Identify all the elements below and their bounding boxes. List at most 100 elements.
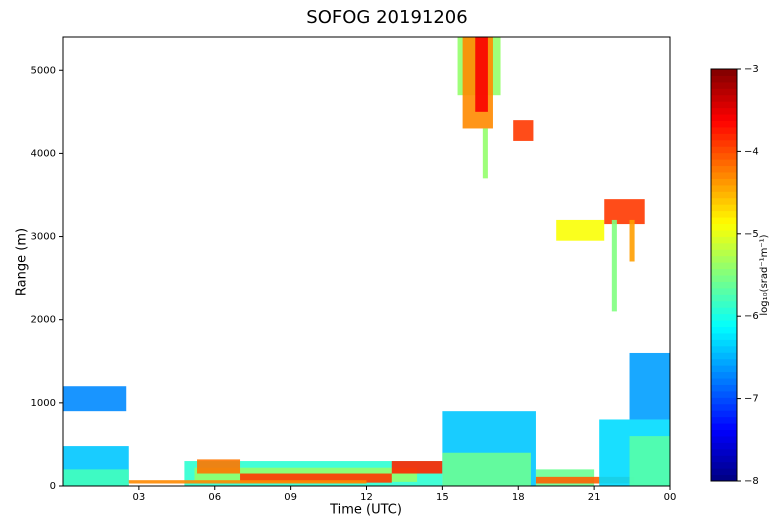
colorbar-step xyxy=(711,455,737,462)
chart: SOFOG 20191206 Time (UTC) Range (m) log₁… xyxy=(0,0,769,516)
colorbar-step xyxy=(711,82,737,89)
x-tick-label: 00 xyxy=(664,492,677,503)
heatmap-cell xyxy=(392,461,443,473)
colorbar-step xyxy=(711,423,737,430)
colorbar-label: log₁₀(srad⁻¹m⁻¹) xyxy=(759,234,769,315)
colorbar-tick-label: −7 xyxy=(744,394,759,405)
colorbar-step xyxy=(711,121,737,128)
colorbar-step xyxy=(711,140,737,147)
colorbar-step xyxy=(711,108,737,115)
colorbar-step xyxy=(711,339,737,346)
colorbar-step xyxy=(711,436,737,443)
x-tick-label: 03 xyxy=(133,492,146,503)
heatmap-cell xyxy=(513,120,533,141)
colorbar-step xyxy=(711,365,737,372)
colorbar-step xyxy=(711,269,737,276)
y-tick-label: 5000 xyxy=(31,65,56,76)
colorbar-step xyxy=(711,69,737,76)
colorbar-step xyxy=(711,153,737,160)
colorbar-step xyxy=(711,417,737,424)
colorbar-step xyxy=(711,127,737,134)
colorbar-step xyxy=(711,75,737,82)
heatmap-cell xyxy=(630,436,670,486)
colorbar-step xyxy=(711,172,737,179)
heatmap-cell xyxy=(483,128,488,178)
heatmap-cell xyxy=(197,459,240,473)
colorbar-step xyxy=(711,346,737,353)
heatmap-cell xyxy=(630,353,670,420)
colorbar-step xyxy=(711,468,737,475)
colorbar-step xyxy=(711,378,737,385)
colorbar-step xyxy=(711,442,737,449)
colorbar-tick-label: −8 xyxy=(744,476,759,487)
colorbar-step xyxy=(711,475,737,482)
heatmap-cell xyxy=(612,220,617,311)
heatmap-cell xyxy=(556,220,604,241)
y-tick-label: 3000 xyxy=(31,232,56,243)
colorbar-step xyxy=(711,352,737,359)
colorbar-step xyxy=(711,449,737,456)
colorbar-step xyxy=(711,166,737,173)
x-tick-label: 15 xyxy=(436,492,449,503)
colorbar-step xyxy=(711,243,737,250)
colorbar-step xyxy=(711,410,737,417)
colorbar-step xyxy=(711,372,737,379)
colorbar-step xyxy=(711,384,737,391)
x-tick-label: 18 xyxy=(512,492,525,503)
colorbar-step xyxy=(711,294,737,301)
x-tick-label: 09 xyxy=(284,492,297,503)
y-tick-label: 2000 xyxy=(31,315,56,326)
colorbar-step xyxy=(711,462,737,469)
colorbar-step xyxy=(711,236,737,243)
colorbar-step xyxy=(711,320,737,327)
colorbar-step xyxy=(711,275,737,282)
x-tick-label: 12 xyxy=(360,492,373,503)
heatmap-cell xyxy=(442,453,531,486)
colorbar-step xyxy=(711,88,737,95)
colorbar-step xyxy=(711,159,737,166)
colorbar-step xyxy=(711,288,737,295)
colorbar-step xyxy=(711,178,737,185)
heatmap-cell xyxy=(630,220,635,262)
colorbar-step xyxy=(711,301,737,308)
x-axis-label: Time (UTC) xyxy=(329,503,402,517)
colorbar-step xyxy=(711,249,737,256)
heatmap-cell xyxy=(129,480,367,483)
page: SOFOG 20191206 Time (UTC) Range (m) log₁… xyxy=(0,0,769,520)
y-axis-label: Range (m) xyxy=(15,228,30,296)
y-tick-label: 0 xyxy=(50,481,56,492)
y-tick-label: 4000 xyxy=(31,148,56,159)
heatmap-cell xyxy=(604,199,644,224)
colorbar-tick-label: −5 xyxy=(744,229,759,240)
colorbar-step xyxy=(711,314,737,321)
colorbar-step xyxy=(711,333,737,340)
x-tick-label: 06 xyxy=(208,492,221,503)
y-tick-label: 1000 xyxy=(31,398,56,409)
colorbar-tick-label: −4 xyxy=(744,146,759,157)
colorbar-step xyxy=(711,204,737,211)
plot-frame xyxy=(63,37,670,486)
heatmap-cell xyxy=(63,469,129,486)
colorbar-step xyxy=(711,281,737,288)
colorbar-step xyxy=(711,211,737,218)
colorbar-step xyxy=(711,191,737,198)
colorbar-step xyxy=(711,359,737,366)
x-tick-label: 21 xyxy=(588,492,601,503)
colorbar-step xyxy=(711,391,737,398)
colorbar-step xyxy=(711,101,737,108)
heatmap-cell xyxy=(475,37,488,112)
colorbar-step xyxy=(711,217,737,224)
colorbar-step xyxy=(711,327,737,334)
colorbar-step xyxy=(711,95,737,102)
colorbar-step xyxy=(711,430,737,437)
colorbar-tick-label: −3 xyxy=(744,64,759,75)
colorbar-step xyxy=(711,133,737,140)
colorbar-step xyxy=(711,404,737,411)
colorbar-step xyxy=(711,230,737,237)
colorbar-tick-label: −6 xyxy=(744,311,759,322)
colorbar-step xyxy=(711,185,737,192)
colorbar-step xyxy=(711,307,737,314)
colorbar-step xyxy=(711,256,737,263)
colorbar-step xyxy=(711,262,737,269)
heatmap-cell xyxy=(63,386,126,411)
